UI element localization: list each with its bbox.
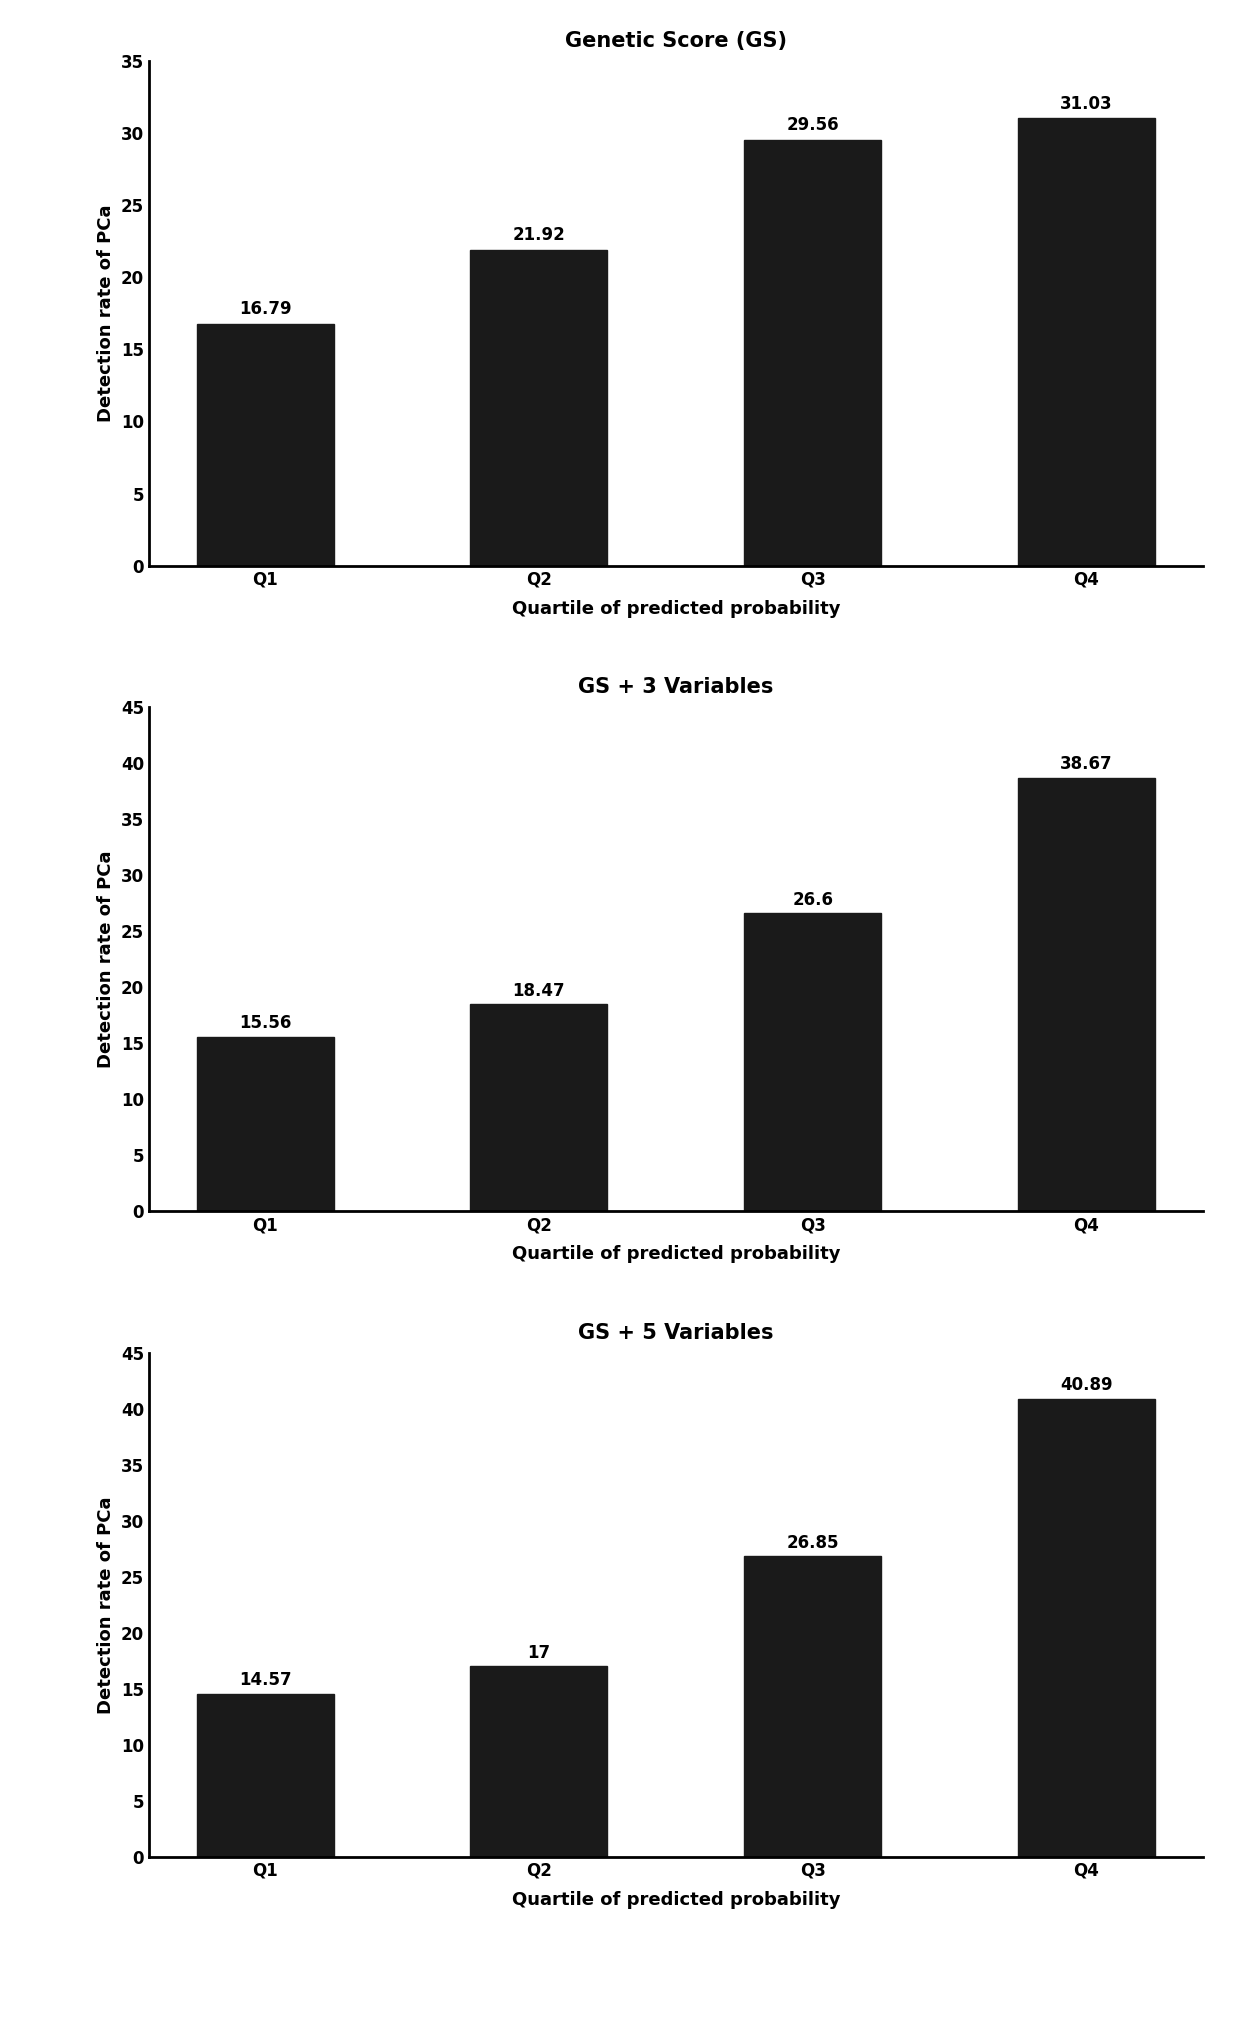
Text: 14.57: 14.57	[239, 1672, 291, 1688]
Bar	[744, 913, 882, 1211]
Title: Genetic Score (GS): Genetic Score (GS)	[564, 31, 787, 51]
Text: FIG. 1F: FIG. 1F	[593, 1906, 759, 1949]
Text: 29.56: 29.56	[786, 116, 839, 135]
Y-axis label: Detection rate of PCa: Detection rate of PCa	[97, 204, 115, 422]
Bar	[744, 139, 882, 565]
Bar	[470, 1666, 608, 1858]
Bar	[197, 1694, 334, 1858]
Text: FIG. 1E: FIG. 1E	[593, 1260, 759, 1303]
Text: FIG. 1D: FIG. 1D	[589, 616, 763, 657]
Bar	[197, 1038, 334, 1211]
Bar	[470, 1005, 608, 1211]
Title: GS + 5 Variables: GS + 5 Variables	[578, 1323, 774, 1342]
Bar	[1018, 118, 1154, 565]
X-axis label: Quartile of predicted probability: Quartile of predicted probability	[512, 1246, 839, 1264]
Title: GS + 3 Variables: GS + 3 Variables	[578, 677, 774, 697]
Text: 17: 17	[527, 1643, 551, 1662]
Text: 38.67: 38.67	[1060, 754, 1112, 773]
X-axis label: Quartile of predicted probability: Quartile of predicted probability	[512, 599, 839, 618]
Bar	[1018, 1399, 1154, 1858]
X-axis label: Quartile of predicted probability: Quartile of predicted probability	[512, 1890, 839, 1909]
Text: 16.79: 16.79	[239, 300, 291, 318]
Bar	[197, 324, 334, 565]
Bar	[1018, 777, 1154, 1211]
Text: 21.92: 21.92	[512, 226, 565, 245]
Text: 15.56: 15.56	[239, 1013, 291, 1032]
Bar	[744, 1556, 882, 1858]
Text: 31.03: 31.03	[1060, 94, 1112, 112]
Y-axis label: Detection rate of PCa: Detection rate of PCa	[97, 1497, 115, 1713]
Y-axis label: Detection rate of PCa: Detection rate of PCa	[97, 850, 115, 1068]
Bar	[470, 249, 608, 565]
Text: 18.47: 18.47	[512, 981, 565, 999]
Text: 26.6: 26.6	[792, 891, 833, 909]
Text: 40.89: 40.89	[1060, 1376, 1112, 1395]
Text: 26.85: 26.85	[786, 1533, 839, 1552]
